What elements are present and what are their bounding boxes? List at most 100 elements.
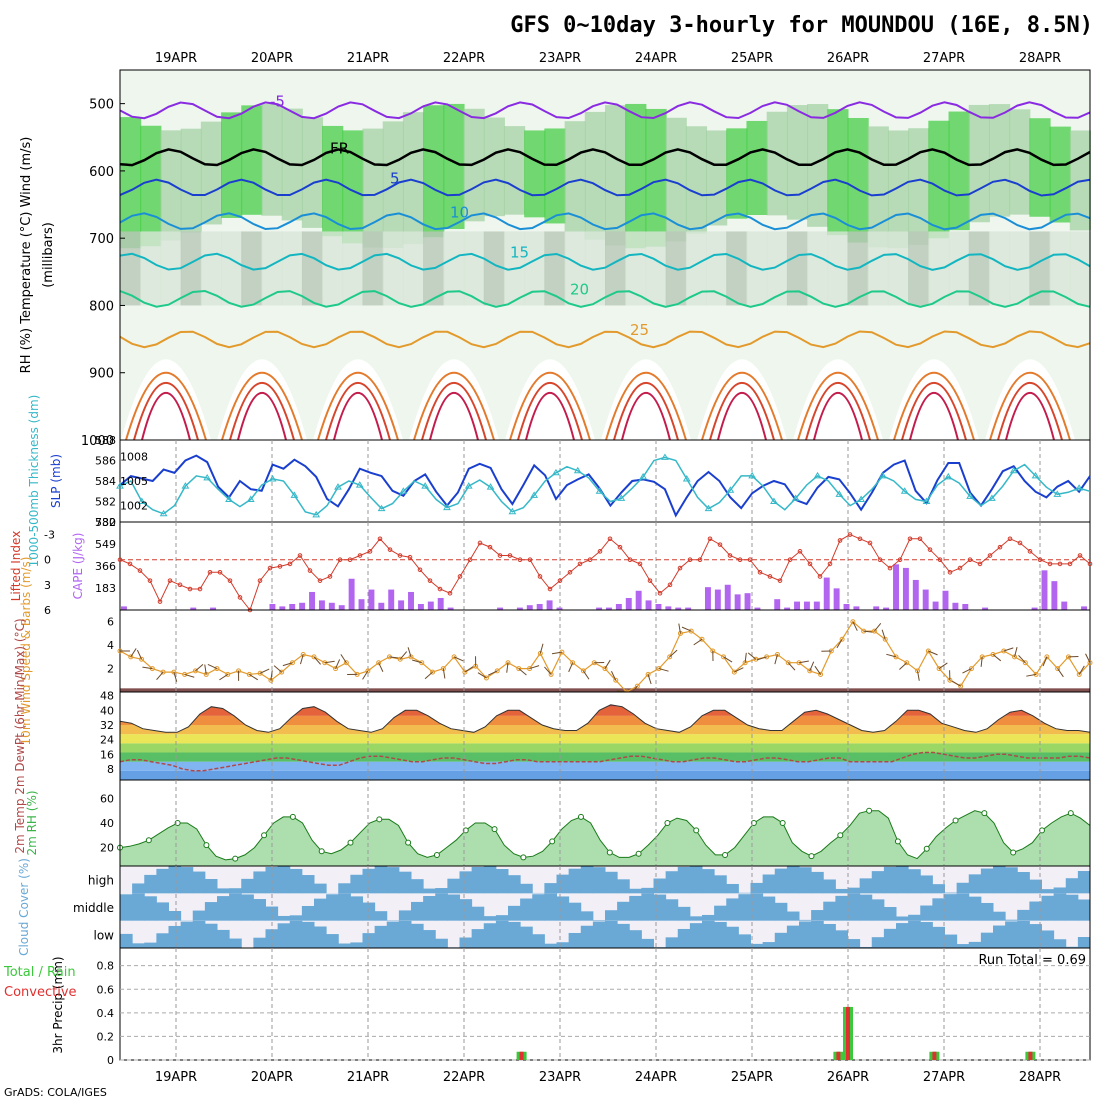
cloud-cell — [156, 902, 169, 921]
wind-barb — [487, 670, 498, 676]
wind-barb — [568, 662, 574, 673]
lifted-index-point — [567, 569, 573, 575]
wind-barb — [1014, 647, 1018, 657]
cloud-cell — [1017, 909, 1030, 921]
rh-band-cell — [544, 128, 566, 224]
cloud-cell — [326, 894, 339, 921]
lifted-index-point — [597, 549, 603, 554]
rh-band-cell — [645, 108, 667, 247]
rh-band-cell — [625, 231, 647, 306]
wind-speed-point — [1076, 671, 1082, 677]
cloud-cell — [1017, 920, 1030, 948]
wind-speed-point — [397, 656, 403, 662]
cape-bar — [675, 607, 682, 610]
cape-bar — [269, 603, 276, 610]
warm-dome — [217, 359, 307, 440]
temperature-band — [120, 725, 1090, 735]
slp-tick-label: 1005 — [120, 475, 148, 488]
cloud-cell — [1065, 878, 1079, 894]
cloud-cell — [568, 932, 582, 948]
cloud-cell — [204, 923, 218, 948]
day-label-top: 28APR — [1019, 51, 1061, 66]
cloud-cell — [314, 926, 327, 948]
cape-bar — [289, 603, 296, 610]
isotherm-dome — [813, 392, 863, 441]
lifted-index-point — [907, 536, 913, 542]
lifted-index-point — [937, 557, 943, 563]
cloud-cell — [374, 866, 388, 894]
thickness-marker — [944, 472, 953, 480]
cloud-cell — [592, 921, 606, 948]
thickness-marker — [464, 482, 473, 489]
cape-bar — [734, 594, 741, 610]
cape-tick-label: 549 — [95, 538, 116, 551]
rh-point — [289, 813, 296, 820]
thickness-marker — [530, 491, 539, 498]
rh-band-cell — [766, 231, 788, 306]
lifted-index-point — [427, 578, 433, 583]
cloud-cell — [908, 869, 921, 894]
lifted-index-point — [507, 553, 513, 558]
cape-bar — [982, 607, 989, 610]
wind-barb — [693, 638, 703, 646]
cloud-cell — [908, 914, 921, 921]
cloud-cell — [859, 894, 873, 921]
cloud-cell — [665, 871, 679, 894]
slp-tick-label: 1002 — [120, 500, 148, 513]
lifted-index-point — [147, 578, 153, 583]
rh-band-cell — [685, 126, 708, 234]
wind-barb — [723, 656, 733, 663]
lifted-index-point — [187, 586, 193, 592]
lifted-index-point — [997, 544, 1003, 550]
upper-air-sidelabel: RH (%) Temperature (°C) Wind (m/s) — [19, 137, 34, 374]
cloud-cell — [993, 911, 1006, 921]
lifted-index-point — [457, 574, 463, 579]
rh-band-cell — [786, 105, 809, 220]
wind-barb — [142, 666, 153, 670]
cloud-cell — [689, 923, 703, 948]
cloud-cell — [980, 932, 994, 948]
rh-point — [750, 820, 757, 826]
isotherm-dome — [317, 372, 399, 441]
cloud-cell — [1065, 946, 1079, 948]
cloud-cell — [738, 892, 751, 894]
lifted-index-point — [417, 567, 423, 573]
lifted-index-point — [967, 557, 973, 563]
cape-bar — [398, 600, 405, 610]
cloud-layer-label: high — [88, 874, 114, 888]
lifted-index-point — [1087, 561, 1093, 567]
cloud-cell — [132, 883, 145, 894]
lifted-index-point — [487, 544, 493, 550]
thickness-marker — [900, 487, 909, 494]
cloud-cell — [629, 895, 642, 921]
lifted-index-point — [377, 536, 383, 542]
cloud-cell — [326, 934, 339, 948]
wind-speed-point — [1001, 648, 1007, 654]
wind-barb — [734, 667, 744, 673]
wind-barb — [1057, 668, 1064, 678]
cloud-cell — [544, 883, 557, 894]
wind-barb — [747, 652, 757, 660]
wind-barb — [647, 674, 652, 685]
wind-barb — [551, 651, 562, 655]
cloud-cell — [617, 901, 630, 921]
cloud-cell — [495, 920, 509, 948]
cape-bar — [813, 601, 820, 610]
wind-barb — [424, 671, 433, 680]
cape-bar — [774, 599, 781, 610]
thickness-marker — [770, 497, 778, 504]
lifted-index-point — [777, 578, 783, 583]
rh-band-cell — [503, 126, 526, 215]
wind-speed-point — [602, 666, 608, 672]
wind-barb — [324, 660, 335, 664]
cape-bar — [190, 607, 197, 610]
lifted-index-point — [337, 557, 343, 563]
wind-barb — [529, 665, 540, 670]
rh-band-cell — [766, 111, 788, 216]
rh-band-cell — [120, 117, 142, 249]
wind-barb — [863, 630, 874, 633]
lifted-index-point — [237, 595, 243, 600]
cloud-cell — [520, 898, 533, 921]
thickness-marker — [573, 466, 582, 474]
cloud-cell — [289, 868, 303, 894]
